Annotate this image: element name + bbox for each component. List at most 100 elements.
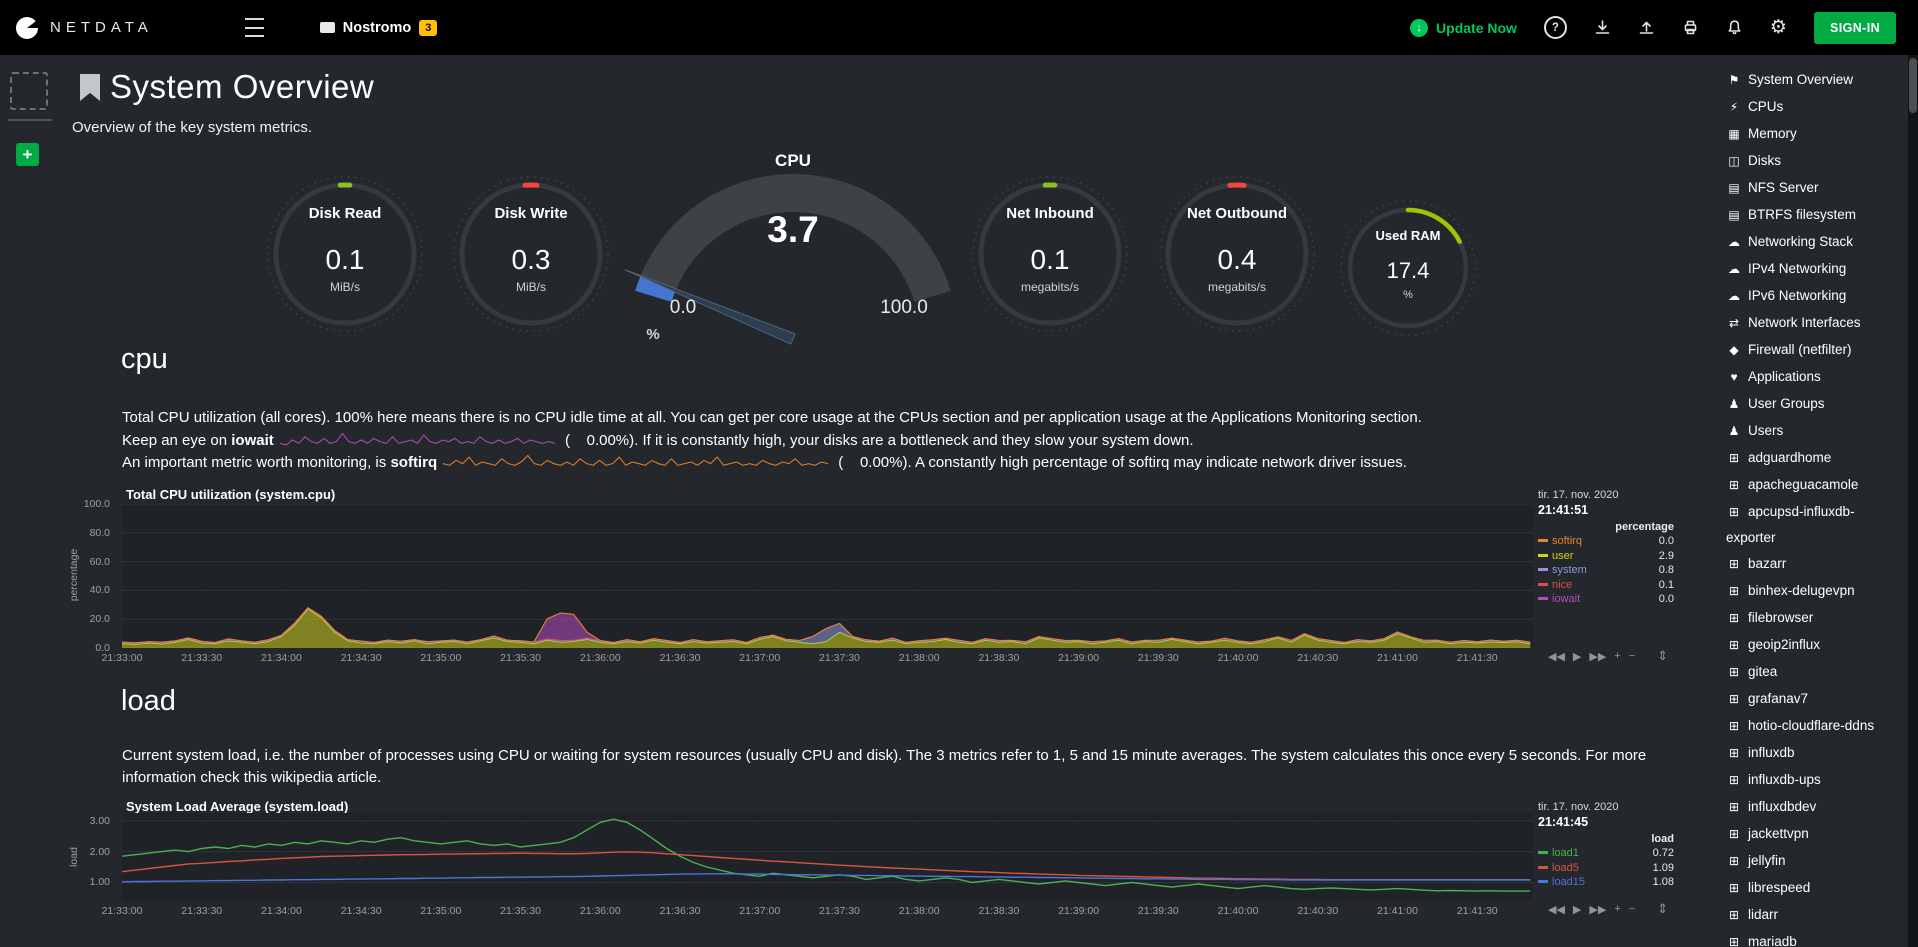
pan-forward-button[interactable]: ▶▶ xyxy=(1589,903,1607,916)
sidebar-item-adguardhome[interactable]: ⊞ adguardhome xyxy=(1726,445,1904,471)
svg-text:megabits/s: megabits/s xyxy=(1208,280,1266,294)
sidebar-item-nfs-server[interactable]: ▤ NFS Server xyxy=(1726,175,1904,201)
sidebar-item-network-interfaces[interactable]: ⇄ Network Interfaces xyxy=(1726,310,1904,336)
sidebar-item-ipv6-networking[interactable]: ☁ IPv6 Networking xyxy=(1726,283,1904,309)
resize-handle[interactable]: ⇕ xyxy=(1657,648,1669,663)
net-inbound-gauge[interactable]: Net Inbound 0.1 megabits/s xyxy=(965,169,1135,339)
alarms-badge[interactable]: 3 xyxy=(419,19,438,36)
x-tick-label: 21:36:30 xyxy=(659,905,701,917)
play-button[interactable]: ▶ xyxy=(1572,903,1582,916)
x-tick-label: 21:36:30 xyxy=(659,652,701,664)
sidebar-item-btrfs-filesystem[interactable]: ▤ BTRFS filesystem xyxy=(1726,202,1904,228)
sidebar-item-system-overview[interactable]: ⚑ System Overview xyxy=(1726,67,1904,93)
sidebar-item-firewall-netfilter[interactable]: ◆ Firewall (netfilter) xyxy=(1726,337,1904,363)
resize-handle[interactable]: ⇕ xyxy=(1657,901,1669,916)
used-ram-gauge[interactable]: Used RAM 17.4% xyxy=(1333,193,1483,343)
wikipedia-link[interactable]: this wikipedia article xyxy=(243,769,378,786)
zoom-out-button[interactable]: − xyxy=(1628,903,1636,915)
sidebar-item-filebrowser[interactable]: ⊞ filebrowser xyxy=(1726,605,1904,631)
sidebar-item-hotio-cloudflare-ddns[interactable]: ⊞ hotio-cloudflare-ddns xyxy=(1726,713,1904,739)
sidebar-item-librespeed[interactable]: ⊞ librespeed xyxy=(1726,875,1904,901)
update-icon: ↓ xyxy=(1410,18,1429,37)
legend-item-system[interactable]: system 0.8 xyxy=(1538,563,1674,578)
legend-units: percentage xyxy=(1615,521,1674,533)
zoom-out-button[interactable]: − xyxy=(1628,650,1636,662)
play-button[interactable]: ▶ xyxy=(1572,650,1582,663)
sidebar-item-apcupsd-influxdb-exporter[interactable]: ⊞ apcupsd-influxdb-exporter xyxy=(1726,499,1904,550)
sidebar-item-applications[interactable]: ♥ Applications xyxy=(1726,364,1904,390)
sidebar-item-apacheguacamole[interactable]: ⊞ apacheguacamole xyxy=(1726,472,1904,498)
sidebar-item-binhex-delugevpn[interactable]: ⊞ binhex-delugevpn xyxy=(1726,578,1904,604)
zoom-in-button[interactable]: + xyxy=(1614,903,1621,915)
disk-read-gauge[interactable]: Disk Read 0.1 MiB/s xyxy=(260,169,430,339)
pan-backwards-button[interactable]: ◀◀ xyxy=(1548,903,1565,916)
pan-backwards-button[interactable]: ◀◀ xyxy=(1548,650,1565,663)
sidebar-item-users[interactable]: ♟ Users xyxy=(1726,418,1904,444)
netdata-logo-icon[interactable] xyxy=(14,15,40,41)
sign-in-button[interactable]: SIGN-IN xyxy=(1813,11,1896,44)
iowait-sparkline[interactable] xyxy=(279,432,555,448)
sidebar-item-label: lidarr xyxy=(1748,907,1779,922)
sidebar: ⚑ System Overview ⚡ CPUs ▦ Memory ◫ Disks ▤ NFS S… xyxy=(1726,55,1904,947)
sidebar-item-cpus[interactable]: ⚡ CPUs xyxy=(1726,94,1904,120)
cloud-icon: ☁ xyxy=(1728,235,1740,249)
sidebar-item-label: apacheguacamole xyxy=(1748,477,1859,492)
page-scrollbar[interactable] xyxy=(1908,55,1918,947)
x-tick-label: 21:33:00 xyxy=(101,905,143,917)
x-tick-label: 21:34:00 xyxy=(260,652,302,664)
disk-write-gauge[interactable]: Disk Write 0.3 MiB/s xyxy=(446,169,616,339)
export-snapshot-icon[interactable] xyxy=(1638,19,1655,36)
host-selector[interactable]: Nostromo 3 xyxy=(319,19,438,36)
sidebar-item-lidarr[interactable]: ⊞ lidarr xyxy=(1726,902,1904,928)
navbar-right: ↓ Update Now ? ⚙ SIGN-IN xyxy=(1410,11,1918,44)
legend-item-iowait[interactable]: iowait 0.0 xyxy=(1538,592,1674,607)
sidebar-item-jackettvpn[interactable]: ⊞ jackettvpn xyxy=(1726,821,1904,847)
grid-icon: ⊞ xyxy=(1728,773,1740,787)
update-now-button[interactable]: ↓ Update Now xyxy=(1410,18,1517,37)
sidebar-item-gitea[interactable]: ⊞ gitea xyxy=(1726,659,1904,685)
cpu-gauge[interactable]: CPU 3.7 0.0 100.0% xyxy=(623,140,963,355)
cpu-plot-area[interactable] xyxy=(121,503,1533,649)
sidebar-item-label: influxdbdev xyxy=(1748,799,1817,814)
menu-toggle-button[interactable] xyxy=(244,18,264,37)
legend-series-value: 1.09 xyxy=(1652,861,1674,874)
sidebar-item-mariadb[interactable]: ⊞ mariadb xyxy=(1726,929,1904,947)
legend-swatch-icon xyxy=(1538,597,1548,600)
sidebar-item-geoip2influx[interactable]: ⊞ geoip2influx xyxy=(1726,632,1904,658)
legend-item-load15[interactable]: load15 1.08 xyxy=(1538,875,1674,890)
softirq-sparkline[interactable] xyxy=(442,454,829,470)
sidebar-item-influxdbdev[interactable]: ⊞ influxdbdev xyxy=(1726,794,1904,820)
sidebar-item-memory[interactable]: ▦ Memory xyxy=(1726,121,1904,147)
sidebar-item-bazarr[interactable]: ⊞ bazarr xyxy=(1726,551,1904,577)
legend-item-load5[interactable]: load5 1.09 xyxy=(1538,861,1674,876)
legend-item-nice[interactable]: nice 0.1 xyxy=(1538,578,1674,593)
add-button[interactable]: + xyxy=(16,143,39,166)
legend-item-softirq[interactable]: softirq 0.0 xyxy=(1538,534,1674,549)
load-plot-area[interactable] xyxy=(121,813,1533,901)
section-heading-cpu: cpu xyxy=(121,343,168,375)
sidebar-item-networking-stack[interactable]: ☁ Networking Stack xyxy=(1726,229,1904,255)
sidebar-item-jellyfin[interactable]: ⊞ jellyfin xyxy=(1726,848,1904,874)
sidebar-item-label: bazarr xyxy=(1748,556,1787,571)
import-snapshot-icon[interactable] xyxy=(1594,19,1611,36)
sidebar-item-disks[interactable]: ◫ Disks xyxy=(1726,148,1904,174)
settings-gear-icon[interactable]: ⚙ xyxy=(1769,17,1787,38)
y-tick-label: 40.0 xyxy=(89,584,110,597)
sidebar-item-grafanav7[interactable]: ⊞ grafanav7 xyxy=(1726,686,1904,712)
print-icon[interactable] xyxy=(1682,19,1699,36)
net-outbound-gauge[interactable]: Net Outbound 0.4 megabits/s xyxy=(1152,169,1322,339)
legend-item-user[interactable]: user 2.9 xyxy=(1538,549,1674,564)
legend-item-load1[interactable]: load1 0.72 xyxy=(1538,846,1674,861)
sidebar-item-influxdb-ups[interactable]: ⊞ influxdb-ups xyxy=(1726,767,1904,793)
help-button[interactable]: ? xyxy=(1543,16,1567,39)
sidebar-item-influxdb[interactable]: ⊞ influxdb xyxy=(1726,740,1904,766)
sidebar-item-user-groups[interactable]: ♟ User Groups xyxy=(1726,391,1904,417)
pan-forward-button[interactable]: ▶▶ xyxy=(1589,650,1607,663)
sidebar-item-label: Firewall (netfilter) xyxy=(1748,342,1852,357)
region-select-icon[interactable] xyxy=(10,72,48,110)
sidebar-item-ipv4-networking[interactable]: ☁ IPv4 Networking xyxy=(1726,256,1904,282)
zoom-in-button[interactable]: + xyxy=(1614,650,1621,662)
scrollbar-thumb[interactable] xyxy=(1909,58,1917,113)
alarms-bell-icon[interactable] xyxy=(1726,19,1743,36)
